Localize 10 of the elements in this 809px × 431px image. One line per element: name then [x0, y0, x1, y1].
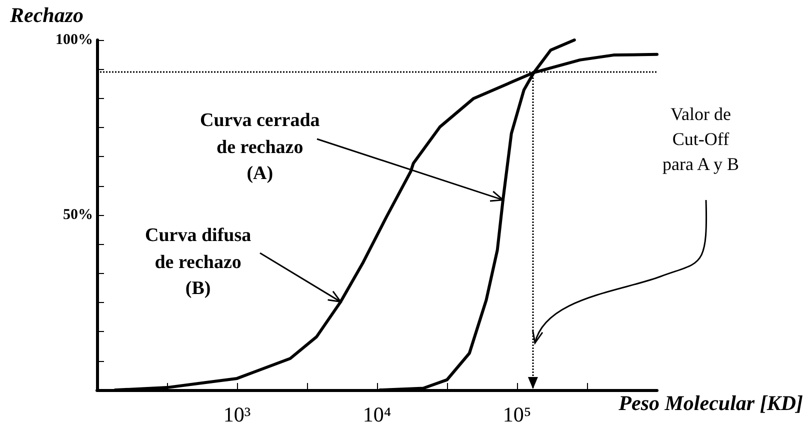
- x-tick-label: 10⁵: [502, 402, 532, 426]
- y-tick-label: 100%: [56, 32, 93, 48]
- annotation: Curva difusa de rechazo (B): [145, 224, 252, 302]
- annotation: Curva cerrada de rechazo (A): [200, 109, 320, 186]
- text: Valor de Cut-Off para A y B: [662, 103, 739, 176]
- x-axis-title: Peso Molecular [KD]: [618, 391, 803, 416]
- x-tick-label: 10⁴: [362, 402, 392, 426]
- x-tick-label: 10³: [223, 402, 251, 426]
- y-tick-label: 50%: [63, 207, 93, 223]
- y-axis-title: Rechazo: [10, 3, 84, 28]
